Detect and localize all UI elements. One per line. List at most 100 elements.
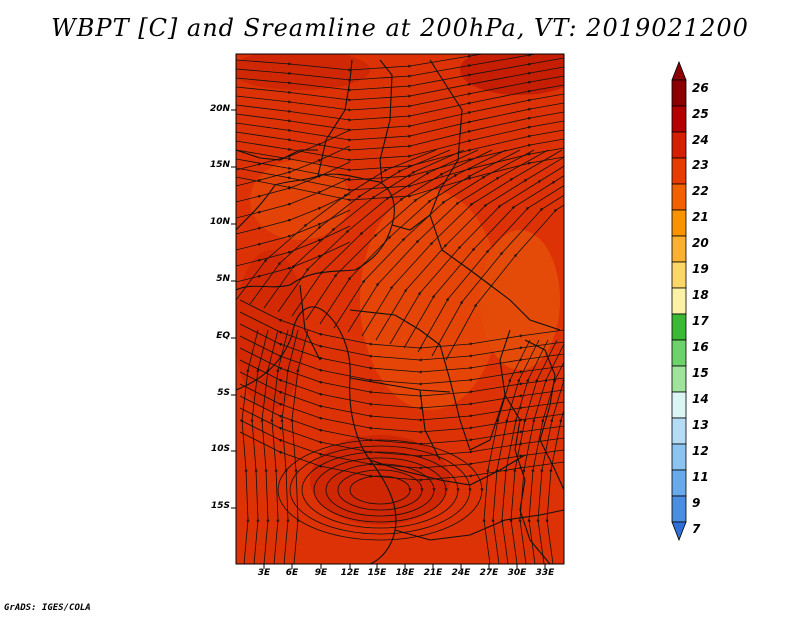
border (429, 59, 463, 251)
colorbar-segment (671, 183, 687, 211)
colorbar-label: 9 (692, 496, 701, 510)
streamline (240, 329, 259, 564)
colorbar-top-arrow (671, 60, 687, 81)
border (469, 329, 511, 451)
wbpt-warm-region (460, 54, 564, 95)
colorbar-bottom-arrow (671, 521, 687, 542)
colorbar-segment (671, 313, 687, 341)
border (379, 59, 393, 183)
colorbar-label: 26 (692, 81, 709, 95)
colorbar-segment (671, 131, 687, 159)
streamline (277, 439, 484, 541)
border (349, 377, 451, 393)
colorbar-segment (671, 105, 687, 133)
border (369, 454, 526, 486)
coastline (504, 394, 551, 564)
lon-label-27e: 27E (479, 568, 499, 578)
colorbar-label: 21 (692, 210, 709, 224)
streamline (545, 378, 564, 564)
colorbar-segment (671, 157, 687, 185)
colorbar-label: 19 (692, 262, 709, 276)
streamline (236, 225, 351, 267)
colorbar-segment (671, 495, 687, 523)
border (236, 149, 318, 161)
colorbar-label: 7 (692, 522, 701, 536)
lon-label-30e: 30E (507, 568, 527, 578)
streamline (236, 193, 351, 235)
streamline (313, 457, 448, 523)
lat-label-15n: 15N (209, 160, 230, 170)
axis-ticks (231, 109, 546, 569)
lon-label-18e: 18E (395, 568, 415, 578)
colorbar-label: 23 (692, 158, 709, 172)
colorbar-segment (671, 209, 687, 237)
colorbar-label: 20 (692, 236, 709, 250)
lon-label-21e: 21E (423, 568, 443, 578)
lat-label-5s: 5S (217, 388, 230, 398)
lon-label-15e: 15E (367, 568, 387, 578)
border (441, 249, 561, 331)
country-borders (236, 59, 564, 564)
coastline (236, 173, 395, 291)
colorbar-label: 14 (692, 392, 709, 406)
wbpt-cool-region (360, 190, 500, 410)
lat-label-10s: 10S (210, 444, 230, 454)
streamline (290, 329, 309, 564)
lat-label-20n: 20N (209, 104, 230, 114)
lon-label-9e: 9E (314, 568, 328, 578)
streamline (236, 129, 351, 171)
colorbar-label: 16 (692, 340, 709, 354)
streamline (270, 329, 289, 564)
colorbar-segment (671, 443, 687, 471)
colorbar-label: 18 (692, 288, 709, 302)
map-plot-area (236, 54, 564, 564)
streamline (236, 241, 351, 283)
border (391, 214, 431, 231)
colorbar-label: 15 (692, 366, 709, 380)
streamline (445, 184, 564, 361)
colorbar (671, 60, 687, 542)
colorbar-label: 12 (692, 444, 709, 458)
colorbar-segment (671, 339, 687, 367)
border (349, 309, 471, 451)
colorbar-segment (671, 235, 687, 263)
coastline (539, 439, 564, 491)
streamline (236, 209, 351, 251)
streamline (236, 161, 351, 203)
chart-title: WBPT [C] and Sreamline at 200hPa, VT: 20… (51, 14, 749, 42)
grads-credit: GrADS: IGES/COLA (4, 603, 91, 613)
colorbar-label: 25 (692, 107, 709, 121)
lon-label-3e: 3E (257, 568, 271, 578)
streamline (236, 145, 351, 187)
border (419, 389, 441, 461)
colorbar-label: 11 (692, 470, 709, 484)
streamline (280, 329, 299, 564)
colorbar-label: 24 (692, 133, 709, 147)
lake-border (524, 339, 556, 441)
colorbar-segment (671, 469, 687, 497)
lon-label-24e: 24E (451, 568, 471, 578)
border (317, 59, 353, 177)
lat-label-5n: 5N (216, 274, 230, 284)
colorbar-segment (671, 417, 687, 445)
streamline (301, 451, 460, 529)
colorbar-segment (671, 391, 687, 419)
colorbar-label: 22 (692, 184, 709, 198)
streamline (325, 463, 436, 517)
colorbar-segment (671, 365, 687, 393)
streamline (250, 329, 269, 564)
streamline (349, 475, 412, 505)
lat-label-10n: 10N (209, 217, 230, 227)
border (394, 509, 564, 541)
lon-label-6e: 6E (285, 568, 299, 578)
lon-label-12e: 12E (340, 568, 360, 578)
colorbar-label: 13 (692, 418, 709, 432)
colorbar-segment (671, 287, 687, 315)
colorbar-label: 17 (692, 314, 709, 328)
lat-label-eq: EQ (216, 331, 230, 341)
colorbar-segment (671, 261, 687, 289)
streamline (260, 329, 279, 564)
map-frame (235, 53, 565, 565)
lat-label-15s: 15S (210, 501, 230, 511)
